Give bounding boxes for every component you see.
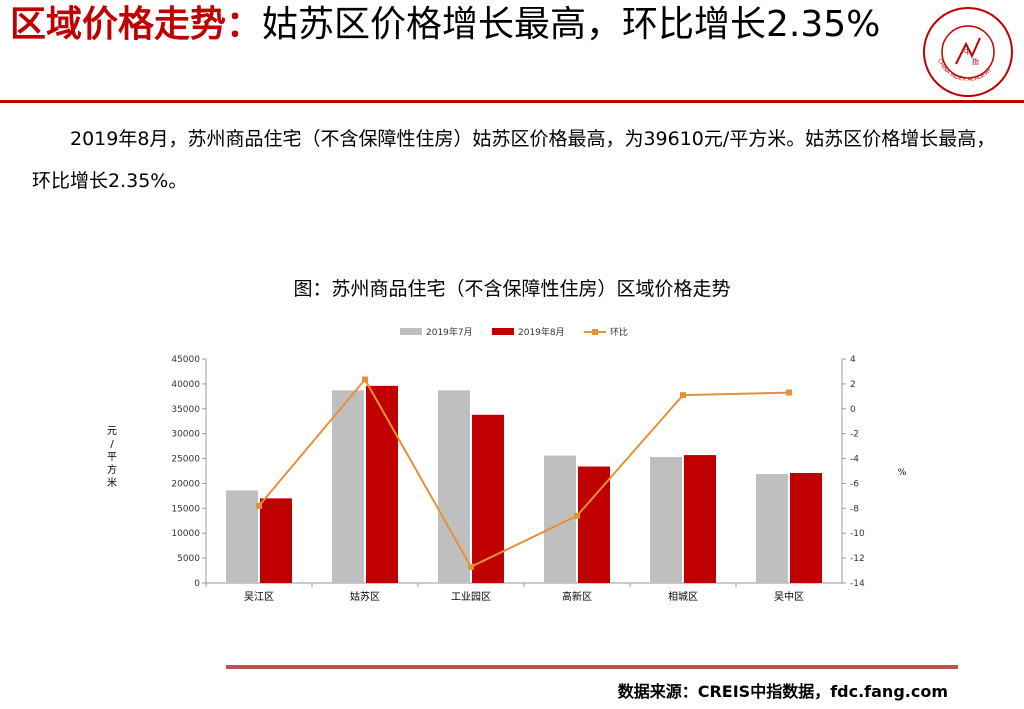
logo-icon: 中 指 CHINA INDEX ACADEMY bbox=[923, 7, 1013, 97]
y2-tick-label: -4 bbox=[850, 455, 859, 465]
y2-tick-label: -2 bbox=[850, 430, 859, 440]
bar-2019年7月-姑苏区 bbox=[332, 390, 364, 583]
legend-label: 环比 bbox=[610, 326, 628, 338]
legend-marker-环比 bbox=[592, 329, 598, 335]
svg-text:指: 指 bbox=[972, 57, 979, 66]
y2-tick-label: -8 bbox=[850, 504, 859, 514]
y-tick-label: 30000 bbox=[171, 430, 200, 440]
x-tick-label: 吴江区 bbox=[244, 591, 274, 603]
header-rule bbox=[0, 100, 1024, 103]
title-highlight: 区域价格走势： bbox=[10, 4, 263, 45]
bar-2019年7月-相城区 bbox=[650, 457, 682, 583]
y2-tick-label: -10 bbox=[850, 529, 865, 539]
bar-2019年8月-相城区 bbox=[684, 455, 716, 583]
y2-tick-label: 0 bbox=[850, 405, 856, 415]
y2-tick-label: 2 bbox=[850, 380, 856, 390]
title-rest: 姑苏区价格增长最高，环比增长2.35% bbox=[262, 4, 881, 45]
bar-2019年7月-工业园区 bbox=[438, 390, 470, 583]
bar-2019年8月-吴江区 bbox=[260, 498, 292, 583]
legend-label: 2019年8月 bbox=[518, 326, 565, 338]
title-block: 区域价格走势：姑苏区价格增长最高，环比增长2.35% bbox=[10, 2, 910, 48]
y-tick-label: 10000 bbox=[171, 529, 200, 539]
y-axis-label-char: 方 bbox=[107, 463, 117, 476]
price-trend-chart: 0 5000 10000 15000 20000 25000 30000 35000 40000… bbox=[107, 326, 907, 603]
bar-2019年7月-吴中区 bbox=[756, 473, 788, 583]
line-环比 bbox=[258, 377, 790, 569]
y2-tick-label: -6 bbox=[850, 479, 859, 489]
bar-2019年8月-姑苏区 bbox=[366, 385, 398, 583]
bar-2019年8月-工业园区 bbox=[472, 414, 504, 583]
y-axis-label-char: 元 bbox=[107, 426, 117, 437]
y-tick-label: 45000 bbox=[171, 355, 200, 365]
svg-text:中: 中 bbox=[964, 47, 971, 56]
y-tick-label: 15000 bbox=[171, 504, 200, 514]
y-tick-label: 35000 bbox=[171, 405, 200, 415]
point-环比-高新区 bbox=[574, 512, 580, 519]
data-source: 数据来源：CREIS中指数据，fdc.fang.com bbox=[617, 682, 948, 701]
y-axis-label-char: / bbox=[110, 439, 114, 450]
y-axis-label-char: 平 bbox=[107, 452, 117, 463]
x-tick-label: 工业园区 bbox=[451, 591, 491, 603]
y-tick-label: 0 bbox=[194, 579, 200, 589]
point-环比-吴中区 bbox=[786, 389, 792, 396]
y2-axis-label: % bbox=[898, 468, 907, 478]
x-tick-label: 相城区 bbox=[668, 590, 698, 603]
x-tick-label: 姑苏区 bbox=[350, 590, 380, 603]
point-环比-相城区 bbox=[680, 392, 686, 399]
x-tick-label: 吴中区 bbox=[774, 590, 804, 603]
footer-rule bbox=[226, 665, 958, 669]
y-tick-label: 25000 bbox=[171, 455, 200, 465]
legend-swatch-2019年7月 bbox=[400, 328, 422, 335]
bar-2019年8月-吴中区 bbox=[790, 472, 822, 583]
point-环比-姑苏区 bbox=[362, 376, 368, 383]
legend-swatch-2019年8月 bbox=[492, 328, 514, 335]
point-环比-工业园区 bbox=[468, 563, 474, 570]
y2-tick-label: 4 bbox=[850, 355, 856, 365]
bar-2019年8月-高新区 bbox=[578, 466, 610, 583]
y-tick-label: 20000 bbox=[171, 479, 200, 489]
y-axis-label-char: 米 bbox=[107, 476, 117, 489]
point-环比-吴江区 bbox=[256, 502, 262, 509]
y-tick-label: 40000 bbox=[171, 380, 200, 390]
legend-label: 2019年7月 bbox=[426, 326, 473, 338]
bar-2019年7月-吴江区 bbox=[226, 490, 258, 583]
chart-title: 图：苏州商品住宅（不含保障性住房）区域价格走势 bbox=[293, 278, 731, 300]
y2-tick-label: -14 bbox=[850, 579, 865, 589]
x-tick-label: 高新区 bbox=[562, 590, 592, 603]
summary-text: 2019年8月，苏州商品住宅（不含保障性住房）姑苏区价格最高，为39610元/平… bbox=[32, 128, 996, 192]
y-tick-label: 5000 bbox=[177, 554, 200, 564]
page-title: 区域价格走势：姑苏区价格增长最高，环比增长2.35% bbox=[10, 2, 910, 48]
y2-tick-label: -12 bbox=[850, 554, 865, 564]
